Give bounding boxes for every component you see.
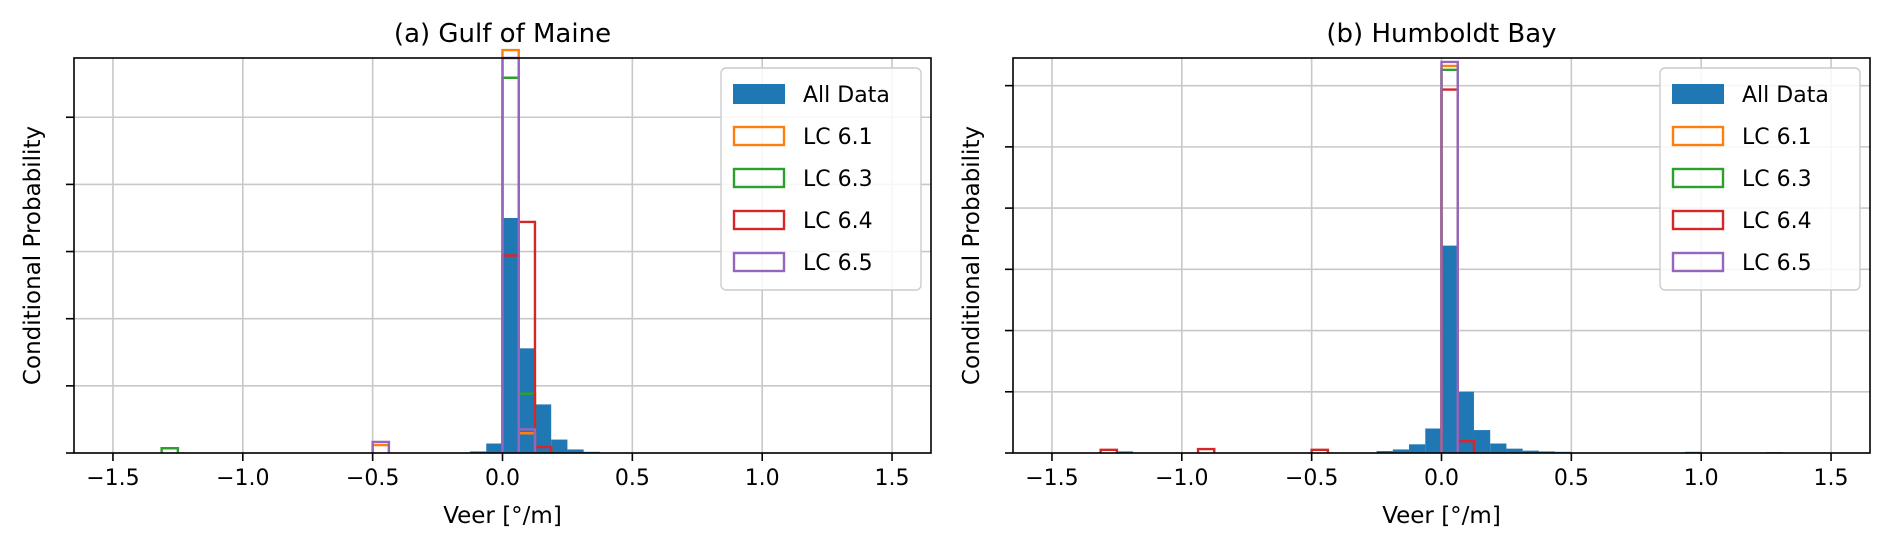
- legend-swatch: [1671, 125, 1725, 147]
- histogram-bar: [1473, 430, 1491, 453]
- legend: All Data LC 6.1 LC 6.3 LC 6.4 LC 6.5: [720, 67, 922, 291]
- x-tick-label: 0.5: [1554, 466, 1589, 491]
- histogram-step: [160, 447, 180, 453]
- legend-entry-label: LC 6.1: [803, 125, 873, 150]
- histogram-step: [517, 428, 537, 453]
- legend-entry-label: All Data: [1742, 83, 1829, 108]
- legend-swatch: [1671, 251, 1725, 273]
- x-axis-ticks: −1.5 −1.0 −0.5 0.0 0.5 1.0 1.5: [1025, 453, 1849, 491]
- legend-swatch: [1672, 84, 1724, 104]
- series-all-data: [470, 217, 600, 453]
- chart-panel-a: −1.5 −1.0 −0.5 0.0 0.5 1.0 1.5 (a) Gulf of Main…: [20, 19, 932, 529]
- x-axis-ticks: −1.5 −1.0 −0.5 0.0 0.5 1.0 1.5: [86, 453, 910, 491]
- legend-entry-label: LC 6.3: [1742, 167, 1812, 192]
- legend-entry-label: LC 6.5: [1742, 251, 1812, 276]
- x-tick-label: 1.5: [875, 466, 910, 491]
- legend-swatch: [733, 84, 785, 104]
- x-tick-label: −0.5: [346, 466, 399, 491]
- x-tick-label: −1.0: [1155, 466, 1208, 491]
- histogram-bar: [502, 217, 519, 453]
- series-lc-6-3: [160, 76, 537, 453]
- series-lc-6-5: [1440, 60, 1459, 453]
- histogram-bar: [1376, 451, 1393, 453]
- histogram-bar: [1441, 245, 1458, 453]
- histogram-bar: [1425, 428, 1442, 453]
- histogram-bar: [486, 443, 503, 453]
- histogram-bar: [1490, 443, 1507, 453]
- x-tick-label: 1.5: [1814, 466, 1849, 491]
- histogram-step: [371, 443, 391, 453]
- x-tick-label: 0.5: [615, 466, 650, 491]
- x-axis-label: Veer [°/m]: [1382, 503, 1501, 529]
- histogram-bar: [1457, 391, 1474, 453]
- x-tick-label: 0.0: [485, 466, 520, 491]
- x-axis-label: Veer [°/m]: [443, 503, 562, 529]
- x-tick-label: −0.5: [1285, 466, 1338, 491]
- legend-entry-label: LC 6.1: [1742, 125, 1812, 150]
- legend: All Data LC 6.1 LC 6.3 LC 6.4 LC 6.5: [1659, 67, 1861, 291]
- legend-swatch: [1671, 209, 1725, 231]
- legend-box: [720, 67, 922, 291]
- histogram-bar: [518, 348, 535, 453]
- histogram-step: [1310, 448, 1330, 453]
- x-tick-label: −1.0: [216, 466, 269, 491]
- series-all-data: [1116, 245, 1783, 453]
- x-tick-label: 0.0: [1424, 466, 1459, 491]
- legend-swatch: [732, 251, 786, 273]
- histogram-bar: [551, 439, 568, 453]
- histogram-step: [371, 440, 391, 453]
- legend-entry-label: LC 6.5: [803, 251, 873, 276]
- histogram-bar: [1392, 449, 1410, 453]
- x-tick-label: −1.5: [86, 466, 139, 491]
- x-tick-label: 1.0: [1684, 466, 1719, 491]
- legend-entry-label: LC 6.3: [803, 167, 873, 192]
- legend-swatch: [732, 167, 786, 189]
- chart-title: (b) Humboldt Bay: [1326, 19, 1556, 49]
- y-axis-label: Conditional Probability: [959, 126, 985, 385]
- x-tick-label: −1.5: [1025, 466, 1078, 491]
- histogram-bar: [1522, 450, 1539, 453]
- histogram-step: [1440, 60, 1459, 453]
- legend-swatch: [732, 125, 786, 147]
- legend-entry-label: LC 6.4: [803, 209, 873, 234]
- series-lc-6-4: [1099, 88, 1476, 453]
- histogram-step: [1099, 448, 1119, 453]
- legend-swatch: [732, 209, 786, 231]
- histogram-bar: [1409, 444, 1426, 453]
- x-tick-label: 1.0: [745, 466, 780, 491]
- chart-panel-b: −1.5 −1.0 −0.5 0.0 0.5 1.0 1.5 (b) Humboldt Bay…: [959, 19, 1871, 529]
- histogram-bar: [1506, 448, 1523, 453]
- legend-box: [1659, 67, 1861, 291]
- y-axis-label: Conditional Probability: [20, 126, 46, 385]
- histogram-step: [1196, 447, 1216, 453]
- histogram-bar: [534, 404, 552, 453]
- legend-swatch: [1671, 167, 1725, 189]
- legend-entry-label: All Data: [803, 83, 890, 108]
- chart-title: (a) Gulf of Maine: [394, 19, 611, 49]
- histogram-bar: [567, 449, 584, 453]
- legend-entry-label: LC 6.4: [1742, 209, 1812, 234]
